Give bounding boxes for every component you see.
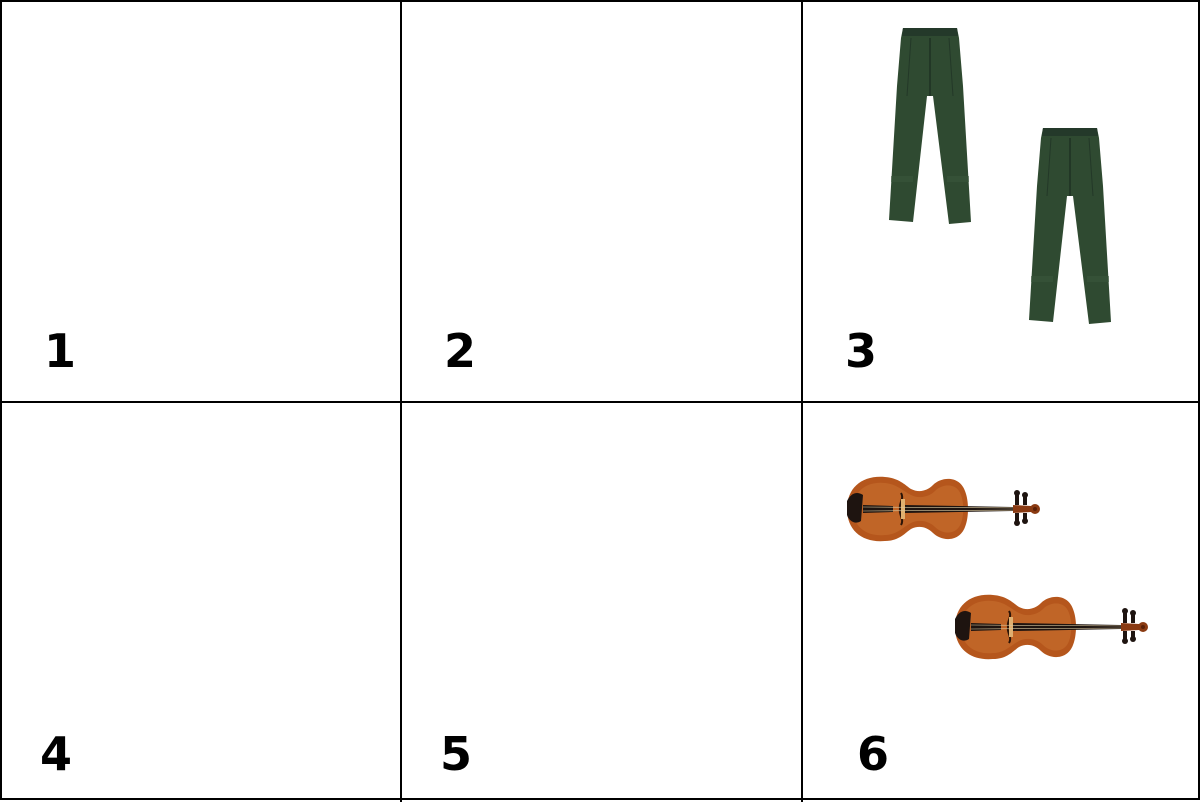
cell-4: 4 (0, 401, 398, 799)
trousers-icon (1027, 126, 1113, 328)
cell-5: 5 (400, 401, 798, 799)
cell-number-1: 1 (44, 324, 77, 378)
cell-3: 3 (801, 0, 1199, 398)
trousers-icon (887, 26, 973, 228)
cell-number-4: 4 (40, 727, 73, 781)
cell-6: 6 (801, 401, 1199, 799)
violin-icon (949, 589, 1153, 665)
violin-icon (841, 471, 1045, 547)
cell-number-6: 6 (857, 727, 890, 781)
cell-number-5: 5 (440, 727, 473, 781)
cell-2: 2 (400, 0, 798, 398)
cell-1: 1 (0, 0, 398, 398)
grid-divider-horizontal (2, 401, 1200, 403)
cell-number-3: 3 (845, 324, 878, 378)
cell-number-2: 2 (444, 324, 477, 378)
